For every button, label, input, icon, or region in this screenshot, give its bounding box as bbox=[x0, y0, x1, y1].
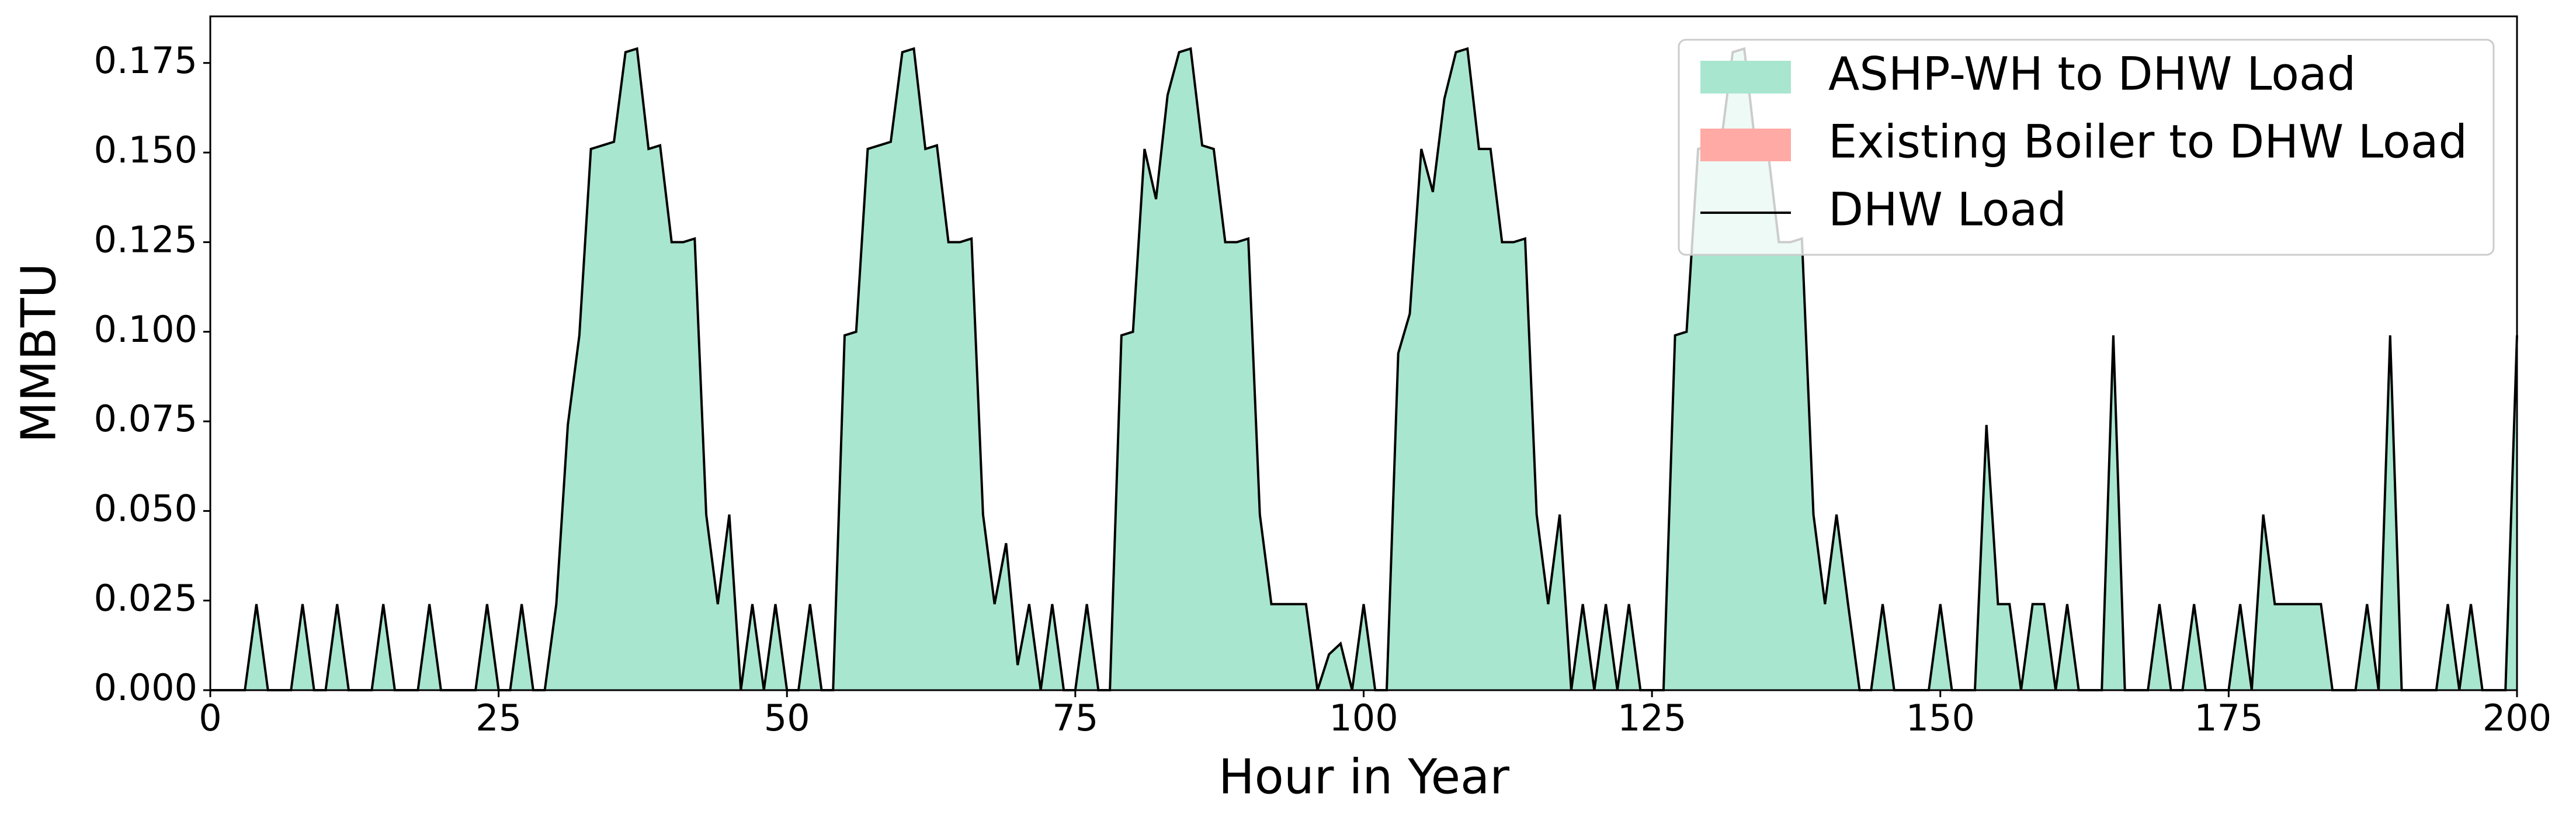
x-tick-label: 0 bbox=[199, 697, 221, 739]
x-axis-label: Hour in Year bbox=[1218, 749, 1509, 805]
x-tick-label: 75 bbox=[1052, 697, 1098, 739]
y-tick-label: 0.100 bbox=[94, 308, 198, 351]
legend-swatch bbox=[1700, 61, 1791, 94]
legend-label: ASHP-WH to DHW Load bbox=[1828, 48, 2356, 101]
x-tick-label: 200 bbox=[2483, 697, 2551, 739]
x-tick-label: 125 bbox=[1617, 697, 1686, 739]
x-tick-label: 150 bbox=[1906, 697, 1975, 739]
y-tick-label: 0.000 bbox=[94, 666, 198, 709]
x-tick-label: 175 bbox=[2194, 697, 2263, 739]
y-tick-label: 0.175 bbox=[94, 39, 198, 82]
x-tick-label: 100 bbox=[1329, 697, 1398, 739]
legend-swatch bbox=[1700, 129, 1791, 161]
legend-label: Existing Boiler to DHW Load bbox=[1828, 116, 2467, 168]
y-tick-label: 0.125 bbox=[94, 218, 198, 261]
legend-box bbox=[1678, 39, 2495, 256]
y-axis-label: MMBTU bbox=[11, 263, 67, 443]
y-tick-label: 0.025 bbox=[94, 577, 198, 619]
y-tick-label: 0.050 bbox=[94, 487, 198, 529]
legend-label: DHW Load bbox=[1828, 184, 2067, 236]
y-tick-label: 0.150 bbox=[94, 129, 198, 171]
x-tick-label: 25 bbox=[475, 697, 522, 739]
x-tick-label: 50 bbox=[764, 697, 810, 739]
y-tick-label: 0.075 bbox=[94, 397, 198, 440]
area-series bbox=[210, 49, 2517, 691]
